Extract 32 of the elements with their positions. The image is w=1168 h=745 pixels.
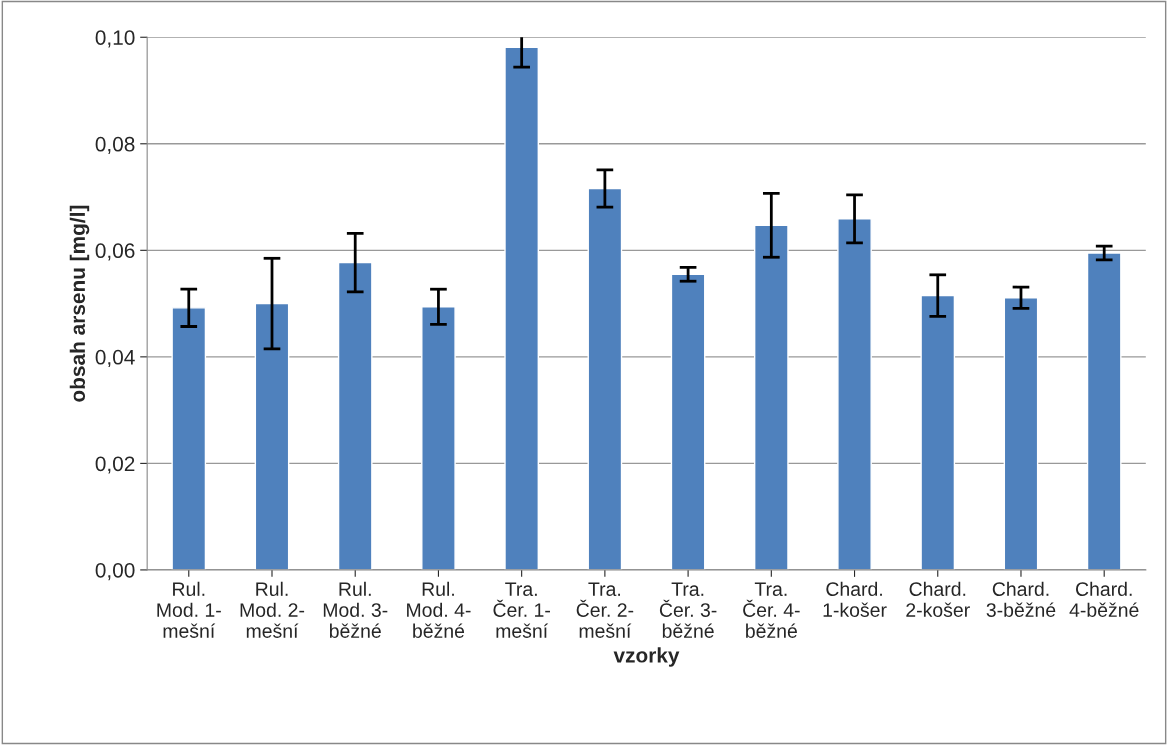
x-tick-label: Tra. Čer. 4- běžné <box>743 582 800 638</box>
x-tick-label: Rul. Mod. 3- běžné <box>323 581 388 638</box>
bar <box>421 306 456 570</box>
x-axis-title: vzorky <box>613 647 680 667</box>
y-tick-label: 0,00 <box>95 562 135 581</box>
x-tick-label: Chard. 1-košer <box>823 581 887 617</box>
bar <box>1003 297 1039 570</box>
x-tick-label: Chard. 3-běžné <box>986 581 1056 617</box>
y-tick-label: 0,08 <box>95 136 135 154</box>
x-tick-label: Chard. 2-košer <box>906 581 970 617</box>
bar <box>587 187 623 570</box>
y-tick-label: 0,02 <box>95 456 135 474</box>
x-tick-label: Rul. Mod. 1- mešní <box>157 581 221 638</box>
bar <box>254 302 290 570</box>
y-tick-label: 0,10 <box>95 30 135 48</box>
x-tick-label: Rul. Mod. 2- mešní <box>240 581 305 638</box>
x-tick-label: Tra. Čer. 2- mešní <box>576 582 634 638</box>
bar <box>337 261 373 570</box>
bar <box>753 224 789 570</box>
bar <box>504 46 539 570</box>
x-tick-label: Chard. 4-běžné <box>1069 581 1139 617</box>
x-tick-label: Tra. Čer. 3- běžné <box>659 582 717 638</box>
x-tick-label: Rul. Mod. 4- běžné <box>407 581 471 638</box>
y-tick-label: 0,06 <box>95 243 135 261</box>
x-tick-label: Tra. Čer. 1- mešní <box>493 582 550 638</box>
bar <box>920 294 956 570</box>
bar <box>171 307 207 570</box>
bar <box>837 218 872 570</box>
bar <box>670 273 706 570</box>
y-axis-title: obsah arsenu [mg/l] <box>69 205 90 402</box>
y-tick-label: 0,04 <box>95 349 135 368</box>
bar <box>1086 252 1122 570</box>
